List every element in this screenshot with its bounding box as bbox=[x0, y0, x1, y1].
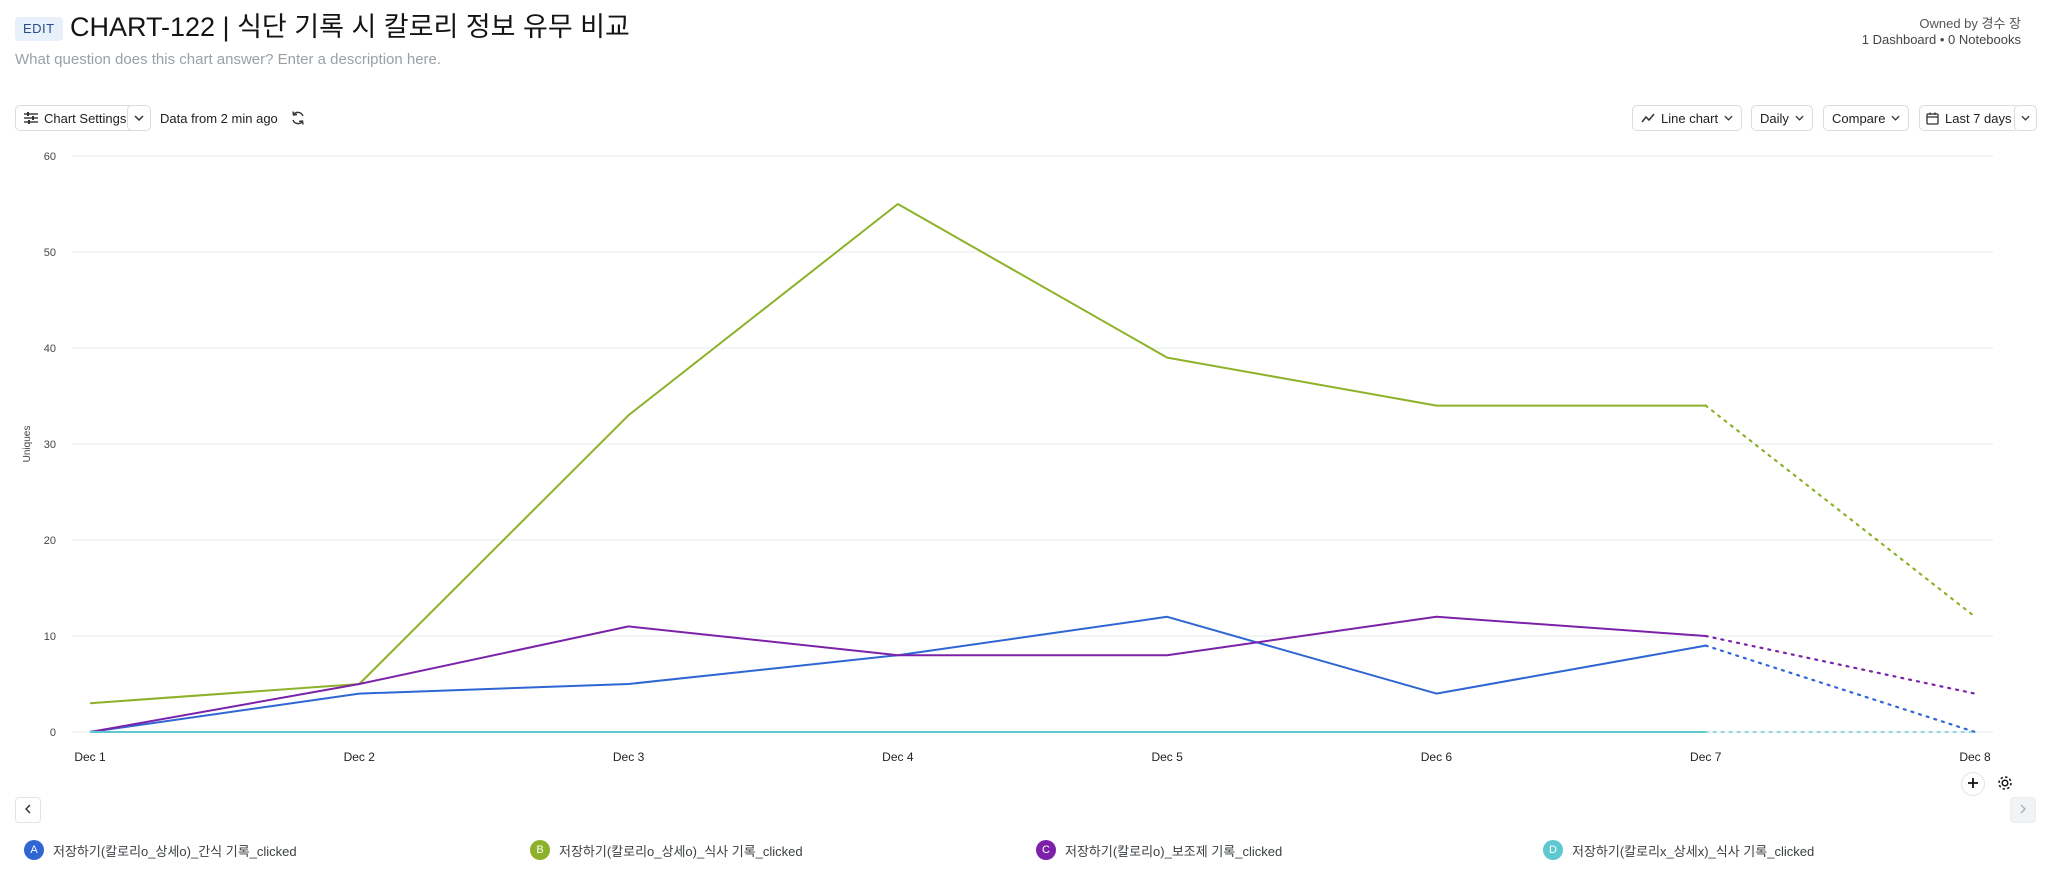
chevron-down-icon bbox=[2021, 115, 2030, 121]
compare-label: Compare bbox=[1832, 110, 1886, 126]
series-line-incomplete[interactable] bbox=[1704, 404, 1977, 618]
series-b[interactable] bbox=[89, 203, 1977, 705]
legend-item-d[interactable]: D 저장하기(칼로리x_상세x)_식사 기록_clicked bbox=[1543, 840, 1814, 860]
x-tick-label: Dec 8 bbox=[1959, 750, 1991, 764]
series-line[interactable] bbox=[89, 203, 1706, 705]
legend-item-b[interactable]: B 저장하기(칼로리o_상세o)_식사 기록_clicked bbox=[530, 840, 803, 860]
chart-type-select[interactable]: Line chart bbox=[1632, 105, 1743, 131]
legend-next-button[interactable] bbox=[2010, 797, 2036, 823]
series-line-incomplete[interactable] bbox=[1704, 644, 1977, 734]
series-c[interactable] bbox=[89, 615, 1977, 733]
refresh-icon[interactable] bbox=[290, 110, 306, 131]
series-line[interactable] bbox=[89, 615, 1706, 733]
chart-settings-label: Chart Settings bbox=[44, 110, 127, 126]
y-tick-label: 50 bbox=[44, 247, 56, 259]
legend-label-a: 저장하기(칼로리o_상세o)_간식 기록_clicked bbox=[53, 843, 297, 859]
legend-marker-c: C bbox=[1036, 840, 1056, 860]
y-axis-ticks: 0 10 20 30 40 50 60 bbox=[44, 151, 56, 739]
series-line-incomplete[interactable] bbox=[1704, 634, 1977, 695]
legend-label-c: 저장하기(칼로리o)_보조제 기록_clicked bbox=[1065, 843, 1283, 859]
x-axis-ticks: Dec 1 Dec 2 Dec 3 Dec 4 Dec 5 Dec 6 Dec 7 Dec 8 bbox=[74, 750, 1991, 764]
x-tick-label: Dec 7 bbox=[1690, 750, 1722, 764]
page-title[interactable]: CHART-122 | 식단 기록 시 칼로리 정보 유무 비교 bbox=[70, 12, 630, 42]
y-axis-label: Uniques bbox=[22, 426, 33, 463]
x-tick-label: Dec 2 bbox=[344, 750, 376, 764]
chevron-down-icon bbox=[1795, 115, 1804, 121]
plus-icon bbox=[1968, 775, 1978, 793]
legend-item-a[interactable]: A 저장하기(칼로리o_상세o)_간식 기록_clicked bbox=[24, 840, 297, 860]
add-annotation-button[interactable] bbox=[1961, 772, 1985, 796]
x-tick-label: Dec 1 bbox=[74, 750, 106, 764]
legend-item-c[interactable]: C 저장하기(칼로리o)_보조제 기록_clicked bbox=[1036, 840, 1282, 860]
y-tick-label: 20 bbox=[44, 535, 56, 547]
y-tick-label: 0 bbox=[50, 727, 56, 739]
edit-badge[interactable]: EDIT bbox=[15, 17, 63, 41]
x-tick-label: Dec 4 bbox=[882, 750, 914, 764]
compare-select[interactable]: Compare bbox=[1823, 105, 1910, 131]
y-tick-label: 10 bbox=[44, 631, 56, 643]
calendar-icon bbox=[1926, 112, 1939, 125]
series-lines bbox=[89, 203, 1977, 734]
x-tick-label: Dec 5 bbox=[1151, 750, 1183, 764]
chevron-down-icon bbox=[134, 115, 144, 121]
chevron-left-icon bbox=[24, 801, 31, 819]
series-line[interactable] bbox=[89, 615, 1706, 733]
chevron-down-icon bbox=[1724, 115, 1733, 121]
legend-marker-d: D bbox=[1543, 840, 1563, 860]
gear-icon[interactable] bbox=[1996, 774, 2014, 797]
y-tick-label: 40 bbox=[44, 343, 56, 355]
date-range-label: Last 7 days bbox=[1945, 110, 2012, 126]
owner-label: Owned by 경수 장 bbox=[1919, 16, 2021, 31]
sliders-icon bbox=[24, 112, 38, 124]
chevron-down-icon bbox=[1891, 115, 1901, 121]
chart-settings-dropdown[interactable] bbox=[127, 105, 151, 131]
interval-label: Daily bbox=[1760, 110, 1789, 126]
chevron-right-icon bbox=[2020, 801, 2027, 819]
chart-settings-button[interactable]: Chart Settings bbox=[15, 105, 136, 131]
interval-select[interactable]: Daily bbox=[1751, 105, 1813, 131]
x-tick-label: Dec 6 bbox=[1421, 750, 1453, 764]
line-chart-icon bbox=[1641, 113, 1655, 123]
legend-marker-b: B bbox=[530, 840, 550, 860]
legend-label-d: 저장하기(칼로리x_상세x)_식사 기록_clicked bbox=[1572, 843, 1815, 859]
date-range-button[interactable]: Last 7 days bbox=[1919, 105, 2019, 131]
x-tick-label: Dec 3 bbox=[613, 750, 645, 764]
data-freshness: Data from 2 min ago bbox=[160, 111, 278, 126]
usage-summary[interactable]: 1 Dashboard • 0 Notebooks bbox=[1861, 32, 2021, 47]
description-input[interactable]: What question does this chart answer? En… bbox=[15, 51, 442, 68]
date-range-dropdown[interactable] bbox=[2014, 105, 2037, 131]
legend-prev-button[interactable] bbox=[15, 797, 41, 823]
legend-marker-a: A bbox=[24, 840, 44, 860]
legend-label-b: 저장하기(칼로리o_상세o)_식사 기록_clicked bbox=[559, 843, 803, 859]
y-tick-label: 30 bbox=[44, 439, 56, 451]
y-tick-label: 60 bbox=[44, 151, 56, 163]
chart-type-label: Line chart bbox=[1661, 110, 1719, 126]
